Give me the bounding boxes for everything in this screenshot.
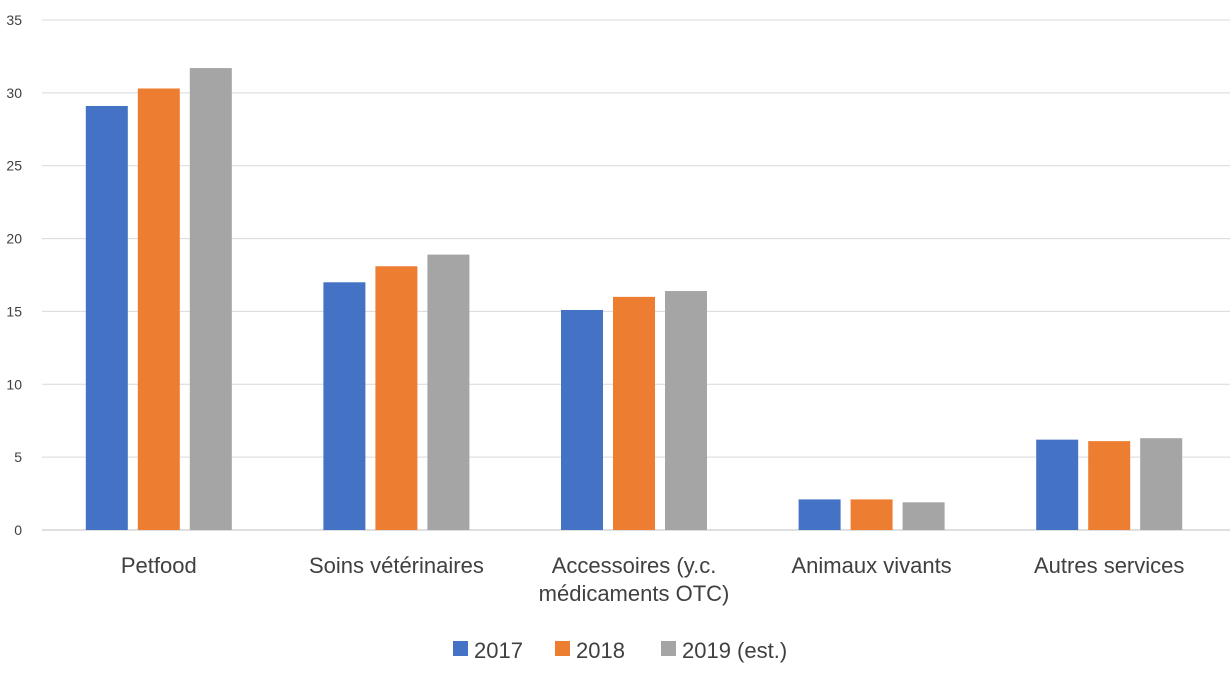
x-category-label: médicaments OTC) — [539, 581, 730, 606]
bar-2017-cat-1 — [323, 282, 366, 530]
bar-2019-est--cat-2 — [665, 291, 707, 530]
bar-2019-est--cat-1 — [427, 254, 470, 530]
x-category-label: Accessoires (y.c. — [552, 553, 717, 578]
legend: 2017 2018 2019 (est.) — [453, 638, 787, 663]
bar-2019-est--cat-0 — [189, 68, 232, 530]
bar-2019-est--cat-4 — [1140, 438, 1183, 530]
x-category-label: Autres services — [1034, 553, 1184, 578]
y-axis-tick-labels: 0 5 10 15 20 25 30 35 — [6, 12, 22, 538]
legend-swatch — [555, 641, 570, 656]
y-tick-label: 25 — [6, 158, 22, 174]
bar-2018-cat-3 — [850, 499, 893, 530]
legend-label: 2019 (est.) — [682, 638, 787, 663]
legend-swatch — [661, 641, 676, 656]
bar-2017-cat-3 — [798, 499, 841, 530]
bar-2017-cat-4 — [1036, 439, 1079, 530]
bars — [85, 68, 1183, 530]
bar-2018-cat-0 — [137, 88, 180, 530]
bar-2017-cat-0 — [85, 105, 128, 530]
y-tick-label: 30 — [6, 85, 22, 101]
y-tick-label: 10 — [6, 376, 22, 392]
legend-label: 2017 — [474, 638, 523, 663]
x-category-label: Soins vétérinaires — [309, 553, 484, 578]
x-axis-category-labels: Petfood Soins vétérinaires Accessoires (y.… — [121, 553, 1185, 606]
legend-label: 2018 — [576, 638, 625, 663]
y-tick-label: 0 — [14, 522, 22, 538]
bar-2018-cat-4 — [1088, 441, 1131, 530]
x-category-label: Animaux vivants — [792, 553, 952, 578]
legend-swatch — [453, 641, 468, 656]
y-tick-label: 20 — [6, 231, 22, 247]
y-tick-label: 5 — [14, 449, 22, 465]
bar-2017-cat-2 — [561, 309, 603, 530]
bar-2018-cat-1 — [375, 266, 418, 530]
bar-2019-est--cat-3 — [902, 502, 945, 530]
bar-2018-cat-2 — [613, 296, 655, 530]
y-tick-label: 15 — [6, 303, 22, 319]
x-category-label: Petfood — [121, 553, 197, 578]
y-tick-label: 35 — [6, 12, 22, 28]
